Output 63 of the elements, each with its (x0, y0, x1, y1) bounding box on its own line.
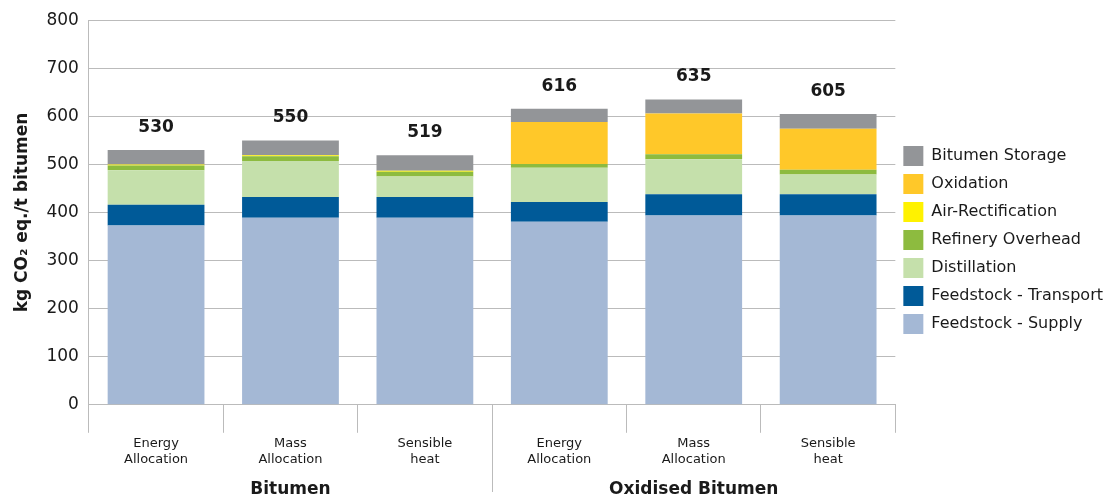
text: Bitumen (250, 477, 331, 498)
x-tick-label: Mass Allocation (258, 434, 323, 466)
bar (376, 217, 474, 405)
bar (510, 201, 608, 222)
legend-label: Refinery Overhead (931, 229, 1081, 249)
bar (376, 155, 474, 171)
bar (645, 99, 743, 114)
x-tick-label: Sensible heat (800, 434, 856, 466)
y-tick-label: 800 (46, 8, 79, 29)
total-label: 635 (675, 65, 712, 86)
y-tick-label: 100 (46, 345, 79, 366)
legend-label: Feedstock - Transport (931, 285, 1103, 305)
total-label: 519 (407, 121, 443, 142)
bar (107, 204, 205, 226)
bar (779, 113, 877, 129)
y-tick-label: 400 (46, 200, 79, 221)
bar (779, 194, 877, 216)
y-tick-label: 0 (68, 393, 79, 414)
bar (242, 161, 339, 198)
bar (645, 194, 743, 216)
x-tick-label: Sensible heat (397, 434, 453, 466)
total-label: 530 (138, 115, 174, 136)
legend-label: Feedstock - Supply (931, 313, 1083, 333)
bar (107, 165, 205, 171)
y-tick-label: 700 (46, 56, 79, 77)
bar (645, 159, 743, 195)
bar (779, 174, 877, 195)
bar (107, 225, 205, 405)
y-tick-label: 500 (46, 152, 79, 173)
legend-label: Oxidation (931, 173, 1009, 193)
bar (376, 176, 474, 198)
bar (779, 215, 877, 405)
legend-label: Distillation (931, 257, 1017, 277)
x-tick-label: Energy Allocation (527, 434, 592, 466)
total-label: 550 (272, 106, 309, 127)
bar (107, 150, 205, 165)
bar (242, 140, 339, 156)
bar (242, 217, 339, 405)
bar (107, 170, 205, 205)
bar (645, 154, 743, 160)
bar (510, 108, 608, 123)
bar (779, 128, 877, 170)
bar (510, 163, 608, 168)
x-tick-label: Energy Allocation (124, 434, 189, 466)
bar (645, 215, 743, 405)
legend-label: Bitumen Storage (931, 145, 1067, 165)
bar (645, 113, 743, 155)
total-label: 605 (810, 79, 846, 100)
bar (510, 122, 608, 164)
bar (242, 156, 339, 162)
y-tick-label: 200 (46, 297, 79, 318)
bar (510, 221, 608, 405)
bar (510, 167, 608, 202)
total-label: 616 (541, 74, 578, 95)
legend-label: Air-Rectification (931, 201, 1058, 221)
x-tick-label: Mass Allocation (661, 434, 726, 466)
text: Oxidised Bitumen (609, 477, 779, 498)
y-axis-title: kg CO₂ eq./t bitumen (10, 112, 31, 313)
bar (242, 197, 339, 218)
bar (779, 169, 877, 175)
y-tick-label: 600 (46, 104, 79, 125)
bar (376, 197, 474, 218)
y-tick-label: 300 (46, 249, 79, 269)
